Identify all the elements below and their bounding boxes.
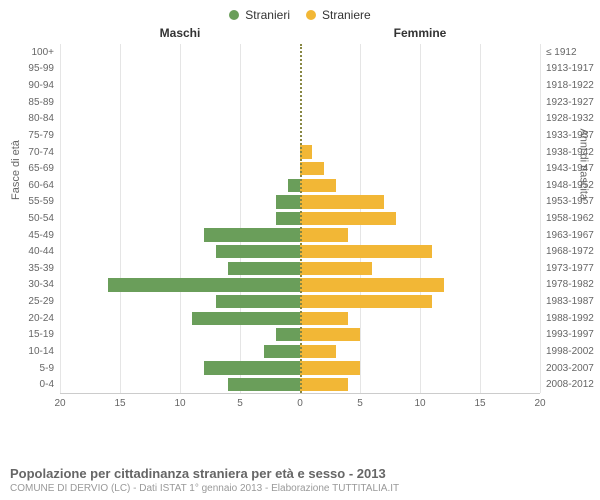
- bar-female: [300, 345, 336, 358]
- age-label: 55-59: [28, 196, 60, 207]
- birth-year-label: 1978-1982: [540, 279, 594, 290]
- age-label: 50-54: [28, 213, 60, 224]
- x-axis-ticks: 201510505101520: [60, 394, 540, 414]
- x-tick: 0: [297, 398, 303, 409]
- age-label: 30-34: [28, 279, 60, 290]
- birth-year-label: 1973-1977: [540, 263, 594, 274]
- x-tick: 5: [237, 398, 243, 409]
- bar-male: [228, 378, 300, 391]
- birth-year-label: 1913-1917: [540, 63, 594, 74]
- footer: Popolazione per cittadinanza straniera p…: [10, 466, 590, 494]
- legend-swatch-female: [306, 10, 316, 20]
- bar-male: [276, 212, 300, 225]
- bar-male: [216, 295, 300, 308]
- birth-year-label: 1953-1957: [540, 196, 594, 207]
- age-label: 0-4: [40, 379, 60, 390]
- birth-year-label: 2003-2007: [540, 363, 594, 374]
- age-label: 60-64: [28, 180, 60, 191]
- legend: Stranieri Straniere: [0, 0, 600, 26]
- age-label: 80-84: [28, 113, 60, 124]
- age-label: 20-24: [28, 313, 60, 324]
- birth-year-label: 1958-1962: [540, 213, 594, 224]
- bar-female: [300, 378, 348, 391]
- plot: 100+≤ 191295-991913-191790-941918-192285…: [60, 44, 540, 394]
- x-tick: 15: [114, 398, 125, 409]
- x-tick: 15: [474, 398, 485, 409]
- age-label: 35-39: [28, 263, 60, 274]
- bar-male: [228, 262, 300, 275]
- x-tick: 20: [54, 398, 65, 409]
- age-label: 10-14: [28, 346, 60, 357]
- column-headers: Maschi Femmine: [0, 26, 600, 40]
- bar-male: [204, 228, 300, 241]
- age-label: 5-9: [40, 363, 60, 374]
- bar-female: [300, 361, 360, 374]
- legend-label-female: Straniere: [322, 8, 371, 22]
- birth-year-label: 1993-1997: [540, 329, 594, 340]
- center-line: [300, 44, 302, 393]
- x-tick: 10: [414, 398, 425, 409]
- bar-female: [300, 195, 384, 208]
- legend-item-male: Stranieri: [229, 8, 290, 22]
- age-label: 45-49: [28, 230, 60, 241]
- chart-area: 100+≤ 191295-991913-191790-941918-192285…: [60, 44, 540, 424]
- legend-label-male: Stranieri: [245, 8, 290, 22]
- bar-female: [300, 278, 444, 291]
- bar-male: [192, 312, 300, 325]
- bar-female: [300, 312, 348, 325]
- bar-male: [264, 345, 300, 358]
- legend-item-female: Straniere: [306, 8, 371, 22]
- x-tick: 5: [357, 398, 363, 409]
- bar-male: [288, 179, 300, 192]
- bar-female: [300, 328, 360, 341]
- chart-title: Popolazione per cittadinanza straniera p…: [10, 466, 590, 481]
- birth-year-label: 1918-1922: [540, 80, 594, 91]
- age-label: 95-99: [28, 63, 60, 74]
- birth-year-label: 2008-2012: [540, 379, 594, 390]
- x-tick: 10: [174, 398, 185, 409]
- age-label: 85-89: [28, 97, 60, 108]
- chart-subtitle: COMUNE DI DERVIO (LC) - Dati ISTAT 1° ge…: [10, 483, 590, 494]
- x-tick: 20: [534, 398, 545, 409]
- birth-year-label: 1988-1992: [540, 313, 594, 324]
- birth-year-label: 1923-1927: [540, 97, 594, 108]
- header-female: Femmine: [300, 26, 600, 40]
- bar-female: [300, 228, 348, 241]
- age-label: 70-74: [28, 147, 60, 158]
- bar-male: [216, 245, 300, 258]
- bar-female: [300, 162, 324, 175]
- birth-year-label: 1983-1987: [540, 296, 594, 307]
- birth-year-label: 1943-1947: [540, 163, 594, 174]
- bar-female: [300, 245, 432, 258]
- bar-male: [108, 278, 300, 291]
- bar-female: [300, 212, 396, 225]
- birth-year-label: 1963-1967: [540, 230, 594, 241]
- age-label: 15-19: [28, 329, 60, 340]
- age-label: 100+: [31, 47, 60, 58]
- y-axis-label-left: Fasce di età: [10, 140, 22, 200]
- bar-female: [300, 179, 336, 192]
- birth-year-label: 1938-1942: [540, 147, 594, 158]
- age-label: 40-44: [28, 246, 60, 257]
- birth-year-label: 1968-1972: [540, 246, 594, 257]
- birth-year-label: 1933-1937: [540, 130, 594, 141]
- age-label: 90-94: [28, 80, 60, 91]
- age-label: 25-29: [28, 296, 60, 307]
- header-male: Maschi: [0, 26, 300, 40]
- bar-female: [300, 295, 432, 308]
- bar-male: [276, 328, 300, 341]
- bar-male: [276, 195, 300, 208]
- age-label: 65-69: [28, 163, 60, 174]
- birth-year-label: 1948-1952: [540, 180, 594, 191]
- age-label: 75-79: [28, 130, 60, 141]
- birth-year-label: 1998-2002: [540, 346, 594, 357]
- birth-year-label: 1928-1932: [540, 113, 594, 124]
- legend-swatch-male: [229, 10, 239, 20]
- birth-year-label: ≤ 1912: [540, 47, 577, 58]
- bar-male: [204, 361, 300, 374]
- bar-female: [300, 262, 372, 275]
